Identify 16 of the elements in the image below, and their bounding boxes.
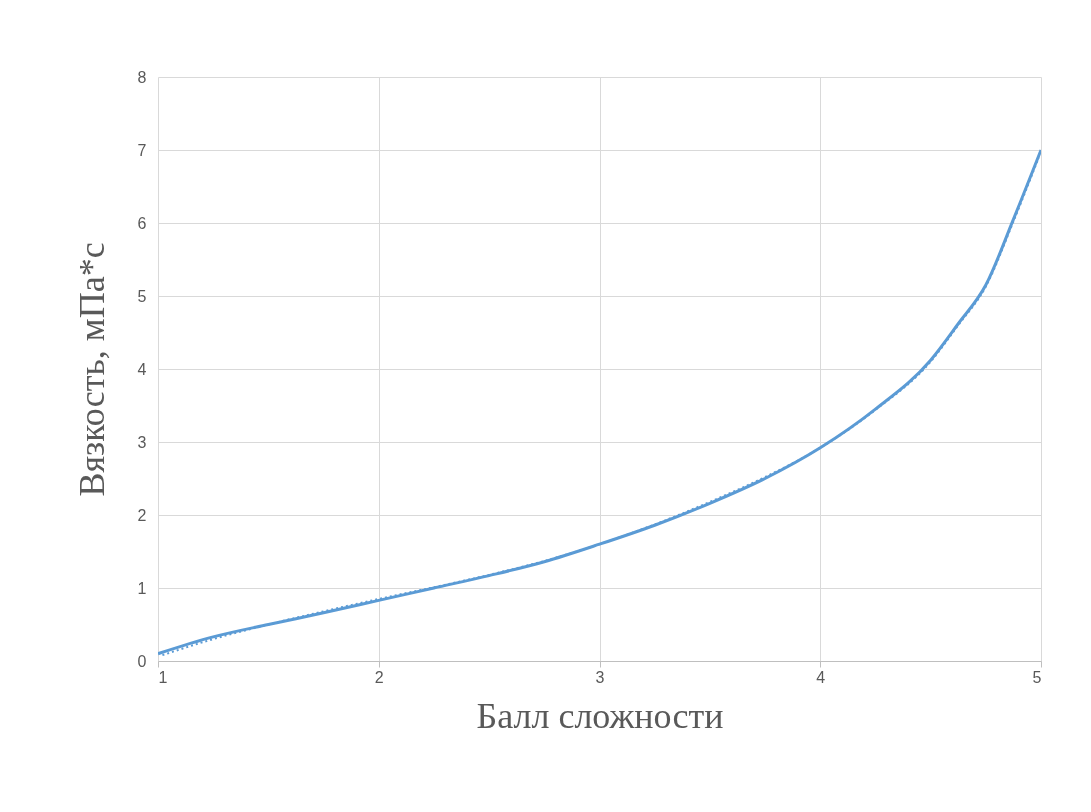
- y-tick-label: 3: [137, 433, 147, 451]
- y-tick-label: 2: [137, 506, 147, 524]
- x-tick-label: 3: [595, 668, 605, 686]
- x-tick-label: 2: [374, 668, 384, 686]
- y-tick-label: 1: [137, 579, 147, 597]
- y-tick-label: 6: [137, 214, 147, 232]
- x-axis-title: Балл сложности: [476, 695, 724, 736]
- x-tick-label: 5: [1032, 668, 1042, 686]
- y-tick-label: 0: [137, 652, 147, 670]
- y-tick-label: 8: [137, 68, 147, 86]
- x-tick-label: 4: [816, 668, 826, 686]
- y-axis-title: Вязкость, мПа*с: [71, 242, 112, 497]
- y-tick-label: 7: [137, 141, 147, 159]
- y-tick-label: 5: [137, 287, 147, 305]
- x-tick-label: 1: [158, 668, 168, 686]
- y-tick-label: 4: [137, 360, 147, 378]
